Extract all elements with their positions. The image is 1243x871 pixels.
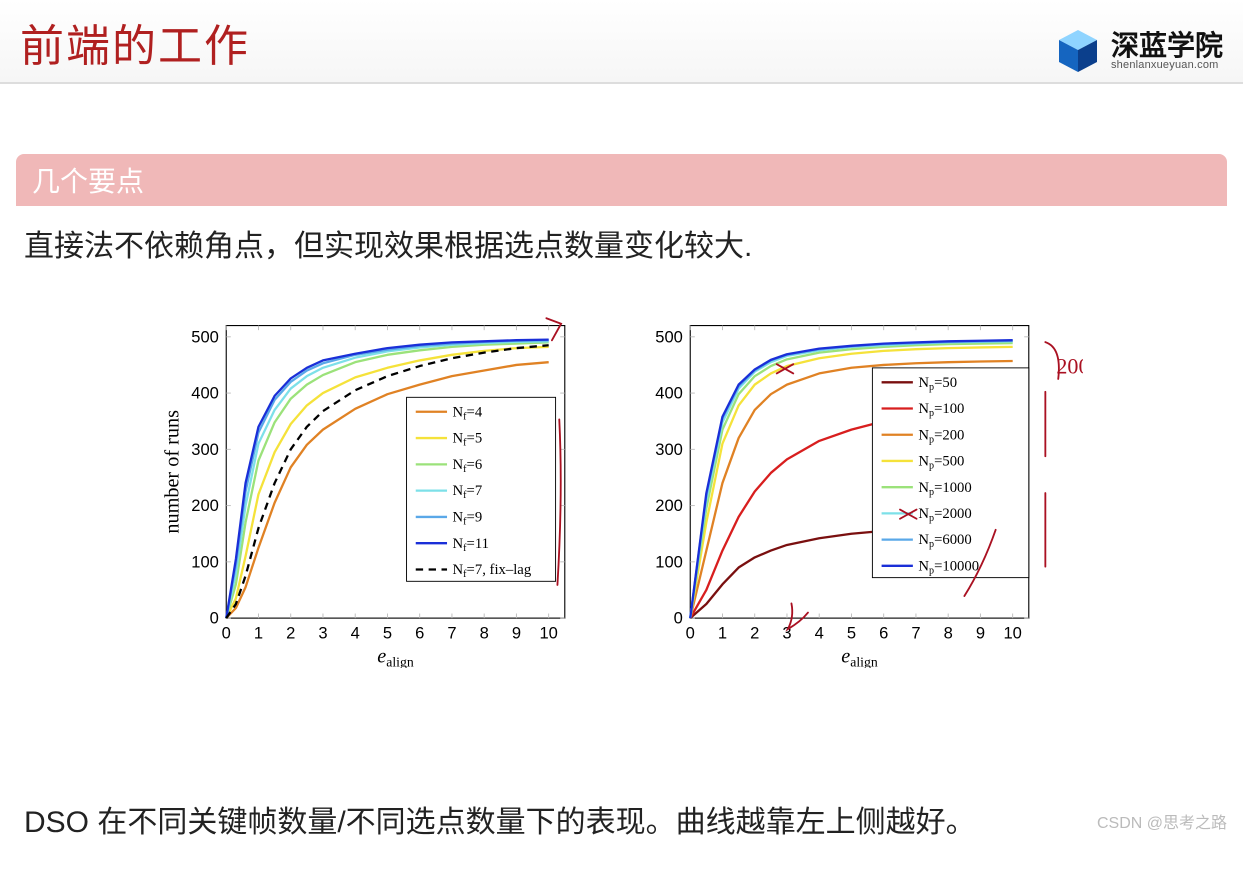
svg-text:200: 200 — [191, 496, 219, 515]
svg-text:1: 1 — [717, 623, 726, 642]
svg-text:0: 0 — [221, 623, 230, 642]
logo-cube-icon — [1055, 28, 1101, 74]
svg-text:Nf=5: Nf=5 — [452, 431, 482, 449]
chart-left-svg: 0123456789100100200300400500ealignnumber… — [160, 309, 620, 668]
svg-text:0: 0 — [673, 609, 682, 628]
svg-text:400: 400 — [191, 384, 219, 403]
svg-text:5: 5 — [846, 623, 855, 642]
watermark: CSDN @思考之路 — [1097, 809, 1227, 833]
svg-text:10: 10 — [1003, 623, 1021, 642]
svg-text:4: 4 — [814, 623, 823, 642]
section-banner: 几个要点 — [16, 154, 1227, 206]
chart-right: 0123456789100100200300400500ealignNp=50N… — [624, 309, 1084, 699]
svg-text:2: 2 — [286, 623, 295, 642]
header-bar: 前端的工作 深蓝学院 shenlanxueyuan.com — [0, 0, 1243, 84]
logo-text: 深蓝学院 shenlanxueyuan.com — [1111, 32, 1223, 71]
svg-text:Np=10000: Np=10000 — [918, 558, 979, 576]
section-body: 直接法不依赖角点，但实现效果根据选点数量变化较大. — [0, 218, 1243, 269]
svg-text:5: 5 — [382, 623, 391, 642]
svg-text:7: 7 — [911, 623, 920, 642]
charts-row: 0123456789100100200300400500ealignnumber… — [0, 309, 1243, 699]
svg-text:200: 200 — [1056, 353, 1084, 378]
svg-text:Nf=7: Nf=7 — [452, 483, 482, 501]
svg-text:Nf=6: Nf=6 — [452, 457, 482, 475]
page-title: 前端的工作 — [20, 10, 250, 74]
logo: 深蓝学院 shenlanxueyuan.com — [1055, 28, 1223, 74]
svg-text:Np=200: Np=200 — [918, 427, 964, 445]
logo-cn: 深蓝学院 — [1111, 32, 1223, 60]
svg-text:number of runs: number of runs — [161, 410, 183, 534]
svg-text:300: 300 — [191, 440, 219, 459]
svg-text:0: 0 — [209, 609, 218, 628]
svg-text:100: 100 — [655, 552, 683, 571]
svg-text:Nf=4: Nf=4 — [452, 404, 482, 422]
svg-text:Np=6000: Np=6000 — [918, 532, 971, 550]
svg-text:500: 500 — [191, 327, 219, 346]
svg-text:9: 9 — [975, 623, 984, 642]
svg-text:ealign: ealign — [377, 645, 414, 668]
svg-text:100: 100 — [191, 552, 219, 571]
logo-en: shenlanxueyuan.com — [1111, 60, 1223, 71]
chart-left: 0123456789100100200300400500ealignnumber… — [160, 309, 620, 699]
svg-text:9: 9 — [511, 623, 520, 642]
svg-text:6: 6 — [415, 623, 424, 642]
svg-text:8: 8 — [943, 623, 952, 642]
svg-text:3: 3 — [318, 623, 327, 642]
svg-text:1: 1 — [253, 623, 262, 642]
slide-caption: DSO 在不同关键帧数量/不同选点数量下的表现。曲线越靠左上侧越好。 — [24, 799, 1219, 847]
svg-text:ealign: ealign — [841, 645, 878, 668]
svg-text:10: 10 — [539, 623, 557, 642]
svg-text:2: 2 — [750, 623, 759, 642]
svg-text:500: 500 — [655, 327, 683, 346]
svg-text:Nf=11: Nf=11 — [452, 536, 488, 554]
svg-text:200: 200 — [655, 496, 683, 515]
svg-text:Np=100: Np=100 — [918, 401, 964, 419]
svg-text:300: 300 — [655, 440, 683, 459]
svg-text:4: 4 — [350, 623, 359, 642]
chart-right-svg: 0123456789100100200300400500ealignNp=50N… — [624, 309, 1084, 668]
svg-text:400: 400 — [655, 384, 683, 403]
svg-text:Np=50: Np=50 — [918, 375, 957, 393]
svg-text:8: 8 — [479, 623, 488, 642]
svg-text:Np=500: Np=500 — [918, 454, 964, 472]
svg-text:Nf=9: Nf=9 — [452, 510, 482, 528]
svg-text:7: 7 — [447, 623, 456, 642]
svg-text:6: 6 — [879, 623, 888, 642]
svg-text:Np=1000: Np=1000 — [918, 480, 971, 498]
svg-text:0: 0 — [685, 623, 694, 642]
svg-text:Np=2000: Np=2000 — [918, 506, 971, 524]
